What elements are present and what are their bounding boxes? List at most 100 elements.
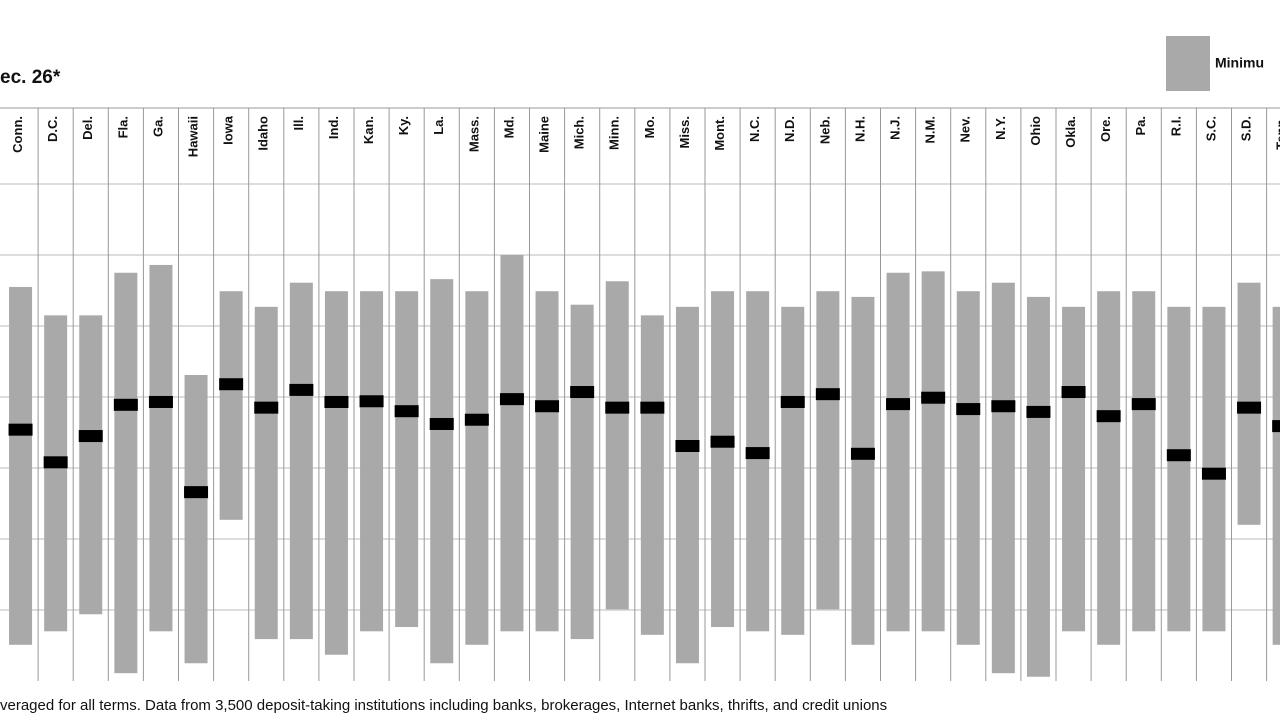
range-bar [956,291,980,645]
column-label: Fla. [115,116,130,138]
average-marker [43,456,68,469]
column-label: Ore. [1098,116,1113,142]
range-bar [605,281,629,610]
range-bar [360,291,384,632]
column-label: La. [431,116,446,135]
average-marker [570,386,595,399]
range-bar [921,271,945,632]
average-marker [394,405,419,418]
range-bar [44,315,68,632]
average-marker [535,400,560,413]
column-label: Idaho [256,116,271,151]
average-marker [1272,420,1280,433]
average-marker [1237,401,1262,414]
range-bar [114,272,138,674]
column-label: Pa. [1133,116,1148,136]
range-bar [465,291,489,645]
column-label: N.Y. [993,116,1008,140]
average-marker [429,417,454,430]
average-marker [289,383,314,396]
column-label: R.I. [1168,116,1183,136]
average-marker [324,395,349,408]
average-marker [464,413,489,426]
average-marker [78,430,103,443]
range-bar [500,255,524,632]
average-marker [219,378,244,391]
average-marker [1131,398,1156,411]
average-marker [675,439,700,452]
range-bar [395,291,419,628]
range-bar [886,272,910,632]
column-label: Ohio [1028,116,1043,146]
column-label: Mich. [572,116,587,149]
column-label: Mass. [466,116,481,152]
column-label: Mo. [642,116,657,138]
column-label: Hawaii [185,116,200,157]
column-label: S.C. [1203,116,1218,141]
column-label: Ky. [396,116,411,135]
average-marker [184,486,209,499]
range-bar [430,279,454,664]
column-label: Okla. [1063,116,1078,148]
range-bar [1026,296,1050,677]
average-marker [1096,410,1121,423]
range-bar [816,291,840,610]
average-marker [745,447,770,460]
footnote: veraged for all terms. Data from 3,500 d… [0,697,887,714]
average-marker [815,388,840,401]
column-label: Ill. [291,116,306,130]
average-marker [499,393,524,406]
range-bar [1272,306,1280,645]
column-label: Neb. [817,116,832,144]
range-bar [535,291,559,632]
column-label: Conn. [10,116,25,153]
column-label: N.M. [923,116,938,143]
range-bar [711,291,735,628]
column-label: Miss. [677,116,692,149]
column-label: Del. [80,116,95,140]
average-marker [921,391,946,404]
range-bar [324,291,348,655]
column-label: N.C. [747,116,762,142]
average-marker [710,435,735,448]
range-bar [184,374,208,664]
range-bar [991,282,1015,674]
average-marker [1201,467,1226,480]
range-bar [289,282,313,640]
average-marker [605,401,630,414]
column-label: Ind. [326,116,341,139]
range-bar [570,304,594,640]
range-bar [79,315,103,615]
column-label: Tenn. [1274,116,1280,150]
column-label: Md. [501,116,516,138]
column-label: S.D. [1238,116,1253,141]
range-bar [1097,291,1121,645]
range-bar [149,264,173,632]
column-label: Mont. [712,116,727,151]
range-bar [1132,291,1156,632]
average-marker [1166,449,1191,462]
range-bar [1062,306,1086,632]
range-bar [1167,306,1191,632]
average-marker [113,398,138,411]
column-label: D.C. [45,116,60,142]
average-marker [640,401,665,414]
range-bar [9,286,33,645]
column-label: Iowa [221,115,236,145]
average-marker [956,403,981,416]
column-label: Ga. [150,116,165,137]
average-marker [8,423,33,436]
range-bar [851,296,875,645]
column-label: Kan. [361,116,376,144]
range-bar [219,291,243,520]
column-label: N.J. [887,116,902,140]
average-marker [1026,405,1051,418]
range-bar [254,306,278,640]
legend-label: Minimu [1215,55,1264,71]
legend-swatch [1166,36,1210,91]
average-marker [991,400,1016,413]
column-label: Maine [536,116,551,153]
average-marker [850,447,875,460]
